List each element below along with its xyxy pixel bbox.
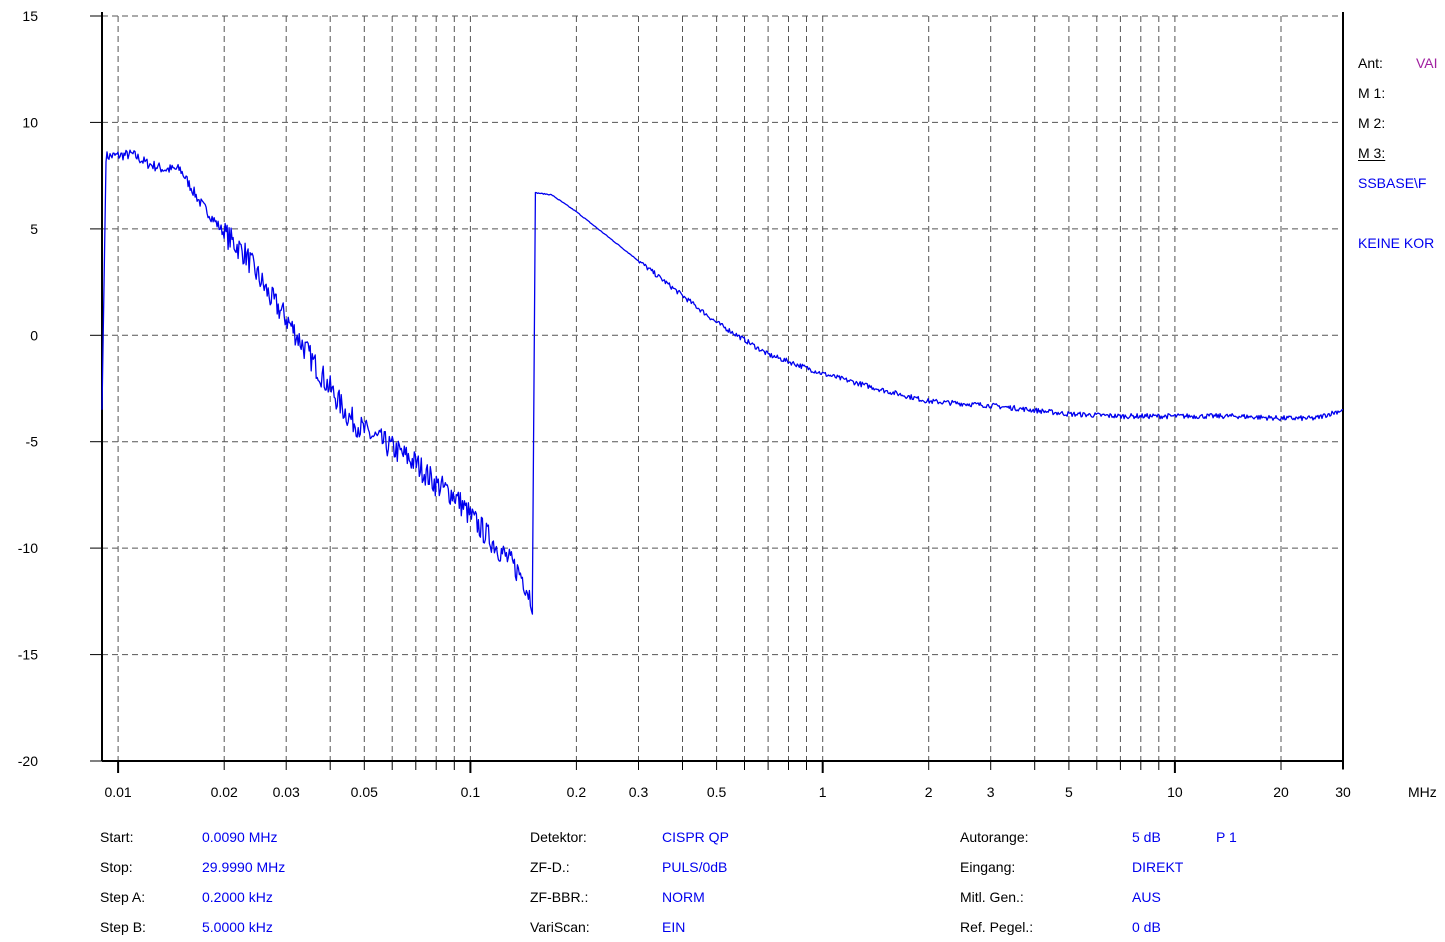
mitl-gen-row: Mitl. Gen.: AUS <box>960 882 1237 912</box>
y-tick-label: -5 <box>26 434 39 450</box>
grid-lines <box>102 15 1344 762</box>
marker-1-label: M 1: <box>1358 85 1386 101</box>
y-tick-label: 0 <box>30 327 38 343</box>
step-a-label: Step A: <box>100 889 146 905</box>
autorange-row: Autorange: 5 dB P 1 <box>960 822 1237 852</box>
y-tick-label: -20 <box>18 753 38 769</box>
eingang-row: Eingang: DIREKT <box>960 852 1237 882</box>
detector-row: Detektor: CISPR QP <box>530 822 729 852</box>
ref-pegel-label: Ref. Pegel.: <box>960 919 1034 935</box>
stop-row: Stop: 29.9990 MHz <box>100 852 285 882</box>
spectrum-trace <box>101 149 1343 615</box>
step-b-row: Step B: 5.0000 kHz <box>100 912 285 942</box>
y-tick-labels: 15 10 5 0 -5 -10 -15 -20 <box>18 8 38 769</box>
mitl-gen-label: Mitl. Gen.: <box>960 889 1024 905</box>
x-tick-label: 3 <box>987 784 995 800</box>
stop-value: 29.9990 MHz <box>202 859 286 875</box>
start-label: Start: <box>100 829 134 845</box>
x-tick-label: 2 <box>925 784 933 800</box>
x-tick-label: 10 <box>1167 784 1183 800</box>
x-tick-label: 0.02 <box>211 784 238 800</box>
x-tick-label: 0.3 <box>629 784 649 800</box>
eingang-value: DIREKT <box>1132 859 1184 875</box>
x-tick-label: 0.01 <box>104 784 131 800</box>
autorange-label: Autorange: <box>960 829 1029 845</box>
zf-bbr-row: ZF-BBR.: NORM <box>530 882 729 912</box>
ref-pegel-row: Ref. Pegel.: 0 dB <box>960 912 1237 942</box>
detector-settings-panel: Detektor: CISPR QP ZF-D.: PULS/0dB ZF-BBR.… <box>530 822 729 935</box>
step-a-value: 0.2000 kHz <box>202 889 273 905</box>
x-tick-label: 0.1 <box>461 784 481 800</box>
antenna-label: Ant: <box>1358 55 1383 71</box>
y-tick-label: -15 <box>18 647 38 663</box>
correction-status: KEINE KOR <box>1358 235 1435 251</box>
y-tick-label: -10 <box>18 540 38 556</box>
detector-value: CISPR QP <box>662 829 729 845</box>
trace-layer <box>101 149 1343 615</box>
input-settings-panel: Autorange: 5 dB P 1 Eingang: DIREKT Mitl. G… <box>960 822 1237 935</box>
autorange-value: 5 dB <box>1132 829 1161 845</box>
x-tick-labels: 0.01 0.02 0.03 0.05 0.1 0.2 0.3 0.5 1 2 3 5 10 20 30 <box>104 784 1351 800</box>
ref-pegel-value: 0 dB <box>1132 919 1161 935</box>
marker-legend: Ant: VAI M 1: M 2: M 3: SSBASE\F KEINE KO… <box>1358 48 1445 258</box>
x-tick-label: 5 <box>1065 784 1073 800</box>
variscan-value: EIN <box>662 919 686 935</box>
preset-value: P 1 <box>1216 829 1237 845</box>
legend-spacer <box>1358 198 1445 228</box>
scan-settings-panel: Start: 0.0090 MHz Stop: 29.9990 MHz Step A… <box>100 822 285 935</box>
start-value: 0.0090 MHz <box>202 829 278 845</box>
y-tick-label: 10 <box>22 114 38 130</box>
y-tick-label: 15 <box>22 8 38 24</box>
variscan-row: VariScan: EIN <box>530 912 729 942</box>
zf-d-row: ZF-D.: PULS/0dB <box>530 852 729 882</box>
x-tick-label: 1 <box>819 784 827 800</box>
marker-2-label: M 2: <box>1358 115 1386 131</box>
step-b-value: 5.0000 kHz <box>202 919 273 935</box>
x-tick-label: 30 <box>1335 784 1351 800</box>
eingang-label: Eingang: <box>960 859 1016 875</box>
detector-label: Detektor: <box>530 829 587 845</box>
zf-bbr-label: ZF-BBR.: <box>530 889 589 905</box>
antenna-row: Ant: VAI <box>1358 48 1445 78</box>
y-tick-label: 5 <box>30 221 38 237</box>
x-tick-label: 0.5 <box>707 784 727 800</box>
x-tick-label: 20 <box>1273 784 1289 800</box>
antenna-value: VAI <box>1416 55 1438 71</box>
zf-d-value: PULS/0dB <box>662 859 728 875</box>
step-b-label: Step B: <box>100 919 146 935</box>
mitl-gen-value: AUS <box>1132 889 1161 905</box>
marker-3-label: M 3: <box>1358 145 1386 161</box>
file-name: SSBASE\F <box>1358 175 1427 191</box>
variscan-label: VariScan: <box>530 919 590 935</box>
x-tick-label: 0.05 <box>351 784 378 800</box>
step-a-row: Step A: 0.2000 kHz <box>100 882 285 912</box>
x-tick-label: 0.2 <box>567 784 587 800</box>
zf-bbr-value: NORM <box>662 889 705 905</box>
stop-label: Stop: <box>100 859 133 875</box>
x-unit-label: MHz <box>1408 784 1437 800</box>
start-row: Start: 0.0090 MHz <box>100 822 285 852</box>
x-tick-label: 0.03 <box>273 784 300 800</box>
zf-d-label: ZF-D.: <box>530 859 570 875</box>
